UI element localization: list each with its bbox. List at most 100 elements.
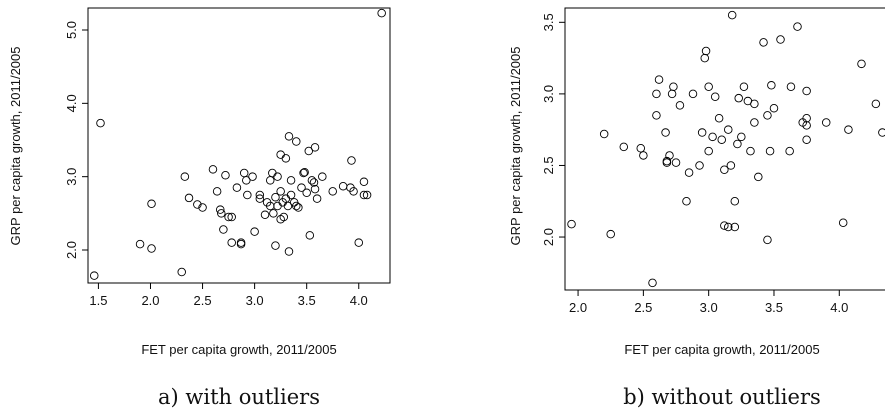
panel-a-data-point — [359, 177, 369, 187]
panel-a-data-point — [299, 168, 308, 178]
panel-a-data-point — [305, 231, 315, 240]
panel-b-x-tick-label: 4.0 — [830, 300, 848, 315]
panel-b-x-tick-label: 2.5 — [634, 300, 652, 315]
panel-b-data-point — [714, 113, 724, 123]
panel-b-data-point — [878, 128, 885, 137]
panel-a-data-point — [338, 181, 348, 191]
panel-b-data-point — [675, 101, 685, 110]
panel-b-data-point — [708, 132, 717, 142]
panel-b-data-point — [697, 128, 707, 137]
panel-a-data-point — [292, 137, 301, 146]
panel-a-data-point — [255, 194, 265, 203]
panel-a-data-point — [227, 238, 236, 247]
panel-b-data-point — [619, 142, 629, 152]
panel-a-data-point — [276, 187, 285, 196]
panel-a-y-tick-label: 4.0 — [64, 94, 79, 112]
panel-a-y-tick-label: 2.0 — [64, 241, 79, 259]
panel-a-plot-frame — [87, 7, 391, 284]
panel-b-data-point — [695, 161, 704, 170]
panel-b-x-tick-label: 3.0 — [700, 300, 718, 315]
panel-b-data-point — [776, 35, 785, 44]
panel-b-data-point — [785, 146, 794, 156]
panel-a-data-point — [236, 239, 246, 249]
panel-b-data-point — [704, 82, 713, 91]
panel-b-y-tick-label: 2.0 — [541, 228, 556, 246]
panel-b-data-point — [759, 38, 768, 47]
panel-a-data-point — [89, 271, 99, 280]
panel-a-data-point — [286, 190, 296, 200]
panel-a-data-point — [273, 172, 282, 181]
panel-a-data-point — [147, 199, 156, 209]
panel-a-data-point — [312, 194, 322, 203]
panel-b-data-point — [724, 222, 733, 232]
panel-b-data-point — [844, 125, 853, 134]
panel-b-data-point — [720, 221, 729, 230]
panel-a-data-point — [193, 200, 202, 209]
panel-a-x-tick-label: 1.5 — [89, 293, 107, 308]
panel-a-data-point — [362, 190, 372, 200]
panel-a-x-tick-label: 3.5 — [298, 293, 316, 308]
panel-a-data-point — [328, 187, 337, 196]
panel-b-data-point — [704, 146, 713, 156]
panel-a-data-point — [239, 168, 249, 178]
panel-a-data-point — [349, 187, 358, 196]
panel-b-data-point — [767, 81, 776, 90]
panel-b-data-point — [750, 99, 759, 109]
panel-b-data-point — [857, 59, 866, 69]
panel-a-x-tick-label: 3.0 — [246, 293, 264, 308]
panel-b-data-point — [720, 165, 729, 175]
panel-a-data-point — [347, 156, 356, 165]
panel-a-y-tick-label: 3.0 — [64, 168, 79, 186]
panel-b-data-point — [717, 135, 726, 144]
panel-a-data-point — [273, 201, 282, 211]
panel-a-x-tick-label: 2.5 — [194, 293, 212, 308]
panel-b-data-point — [665, 151, 674, 160]
panel-b-data-point — [669, 82, 678, 91]
panel-a-data-point — [269, 209, 278, 218]
panel-a-data-point — [208, 165, 218, 174]
panel-b-data-point — [700, 53, 710, 63]
panel-a-data-point — [271, 192, 280, 202]
panel-b-data-point — [648, 278, 657, 288]
panel-b-data-point — [733, 139, 742, 149]
panel-b-y-tick-label: 3.5 — [541, 13, 556, 31]
panel-b-data-point — [750, 118, 759, 127]
panel-a-data-point — [292, 201, 301, 211]
panel-a-y-axis-label: GRP per capita growth, 2011/2005 — [8, 47, 23, 246]
panel-a-data-point — [96, 118, 105, 128]
panel-a-data-point — [147, 244, 156, 253]
panel-a-data-point — [243, 190, 252, 200]
panel-a-data-point — [268, 168, 277, 178]
panel-a-y-tick-label: 5.0 — [64, 21, 79, 39]
panel-b-y-axis-label: GRP per capita growth, 2011/2005 — [508, 47, 523, 246]
panel-a-data-point — [227, 212, 236, 222]
panel-b-data-point — [726, 161, 736, 170]
panel-b-data-point — [688, 89, 698, 99]
panel-b-data-point — [739, 82, 749, 91]
panel-b-data-point — [662, 158, 672, 167]
panel-a-data-point — [255, 190, 265, 200]
panel-a-data-point — [304, 146, 314, 156]
panel-a-data-point — [281, 154, 291, 163]
panel-a-data-point — [318, 172, 327, 181]
panel-b-data-point — [636, 144, 646, 153]
panel-b-data-point — [793, 22, 802, 31]
panel-b-x-ticks: 2.0 2.5 3.0 3.5 4.0 — [569, 290, 848, 315]
panel-a-data-point — [354, 238, 364, 247]
panel-b-data-point — [734, 93, 743, 103]
panel-b-data-point — [567, 219, 576, 229]
panel-b-data-point — [661, 128, 670, 137]
panel-b-data-point — [802, 86, 811, 96]
panel-b-data-point — [746, 146, 755, 156]
panel-a-data-point — [377, 8, 386, 18]
panel-a-data-point — [216, 205, 225, 214]
panel-b-data-point — [599, 129, 609, 139]
panel-a-data-point — [217, 209, 226, 218]
panel-b-data-point — [754, 172, 763, 182]
panel-a-x-axis-label: FET per capita growth, 2011/2005 — [141, 342, 336, 357]
panel-b-data-point — [730, 222, 740, 232]
panel-b-data-point — [682, 196, 691, 206]
panel-b-data-point — [654, 75, 664, 84]
panel-a-data-point — [265, 176, 275, 185]
